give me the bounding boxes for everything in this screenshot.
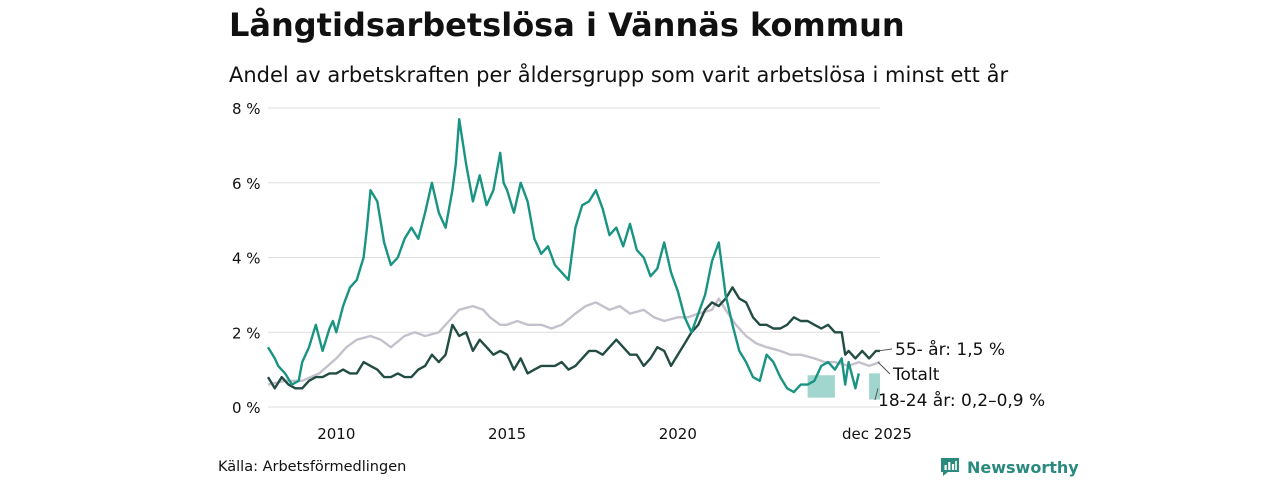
brand-name: Newsworthy: [967, 457, 1079, 477]
y-tick-label: 0 %: [232, 399, 261, 417]
gridlines: [268, 107, 880, 408]
series-end-label: 55- år: 1,5 %: [895, 339, 1005, 360]
series-line-senior: [266, 286, 880, 390]
series-end-label: 18-24 år: 0,2–0,9 %: [878, 390, 1045, 411]
newsworthy-icon: [941, 458, 959, 476]
brand-logo[interactable]: Newsworthy: [939, 456, 1079, 478]
chart-subtitle: Andel av arbetskraften per åldersgrupp s…: [229, 63, 1009, 87]
series-line-total: [267, 297, 881, 386]
y-tick-label: 2 %: [232, 324, 261, 342]
series-end-label: Totalt: [892, 365, 940, 385]
x-tick-label: 2015: [488, 425, 526, 443]
uncertainty-band: [869, 373, 880, 400]
uncertainty-band: [807, 375, 835, 398]
chart-title: Långtidsarbetslösa i Vännäs kommun: [229, 6, 905, 44]
label-leader-line: [877, 361, 891, 375]
series-line-youth: [266, 118, 860, 394]
x-tick-label: dec 2025: [842, 425, 912, 443]
series-lines: [266, 118, 881, 394]
x-tick-label: 2020: [659, 425, 697, 443]
x-tick-label: 2010: [317, 425, 355, 443]
y-axis-labels: 0 % 2 % 4 % 6 % 8 %: [232, 100, 261, 417]
x-axis-labels: 2010 2015 2020 dec 2025: [317, 425, 912, 443]
end-labels: Totalt 55- år: 1,5 % 18-24 år: 0,2–0,9 %: [874, 339, 1045, 411]
source-note: Källa: Arbetsförmedlingen: [218, 459, 407, 475]
y-tick-label: 8 %: [232, 100, 261, 118]
label-leader-line: [877, 348, 893, 352]
y-tick-label: 4 %: [232, 250, 261, 268]
label-leader-line: [874, 388, 879, 401]
y-tick-label: 6 %: [232, 175, 261, 193]
